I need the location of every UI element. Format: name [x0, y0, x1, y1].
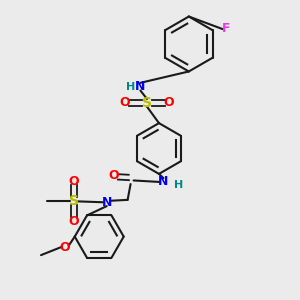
Text: N: N [135, 80, 146, 93]
Text: O: O [60, 241, 70, 254]
Text: O: O [109, 169, 119, 182]
Text: S: S [69, 194, 79, 208]
Text: F: F [222, 22, 230, 35]
Text: H: H [174, 180, 183, 190]
Text: O: O [164, 96, 174, 109]
Text: N: N [101, 196, 112, 209]
Text: O: O [68, 214, 79, 228]
Text: O: O [68, 175, 79, 188]
Text: N: N [158, 176, 169, 188]
Text: S: S [142, 96, 152, 110]
Text: O: O [119, 96, 130, 109]
Text: H: H [126, 82, 135, 92]
